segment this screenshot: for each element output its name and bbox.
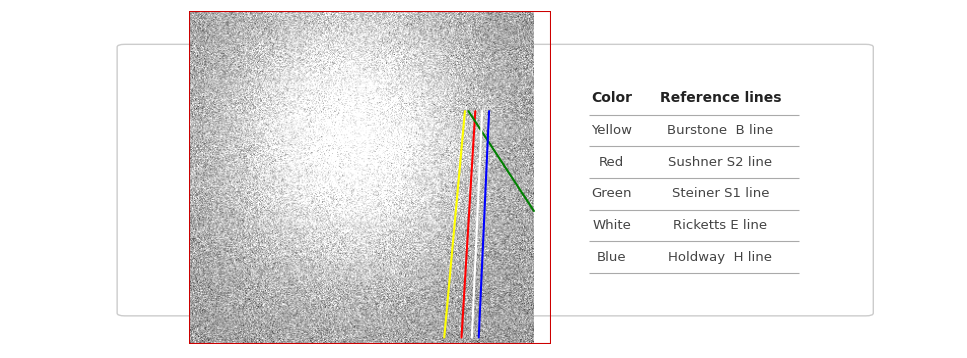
Text: White: White bbox=[593, 219, 631, 232]
Text: Green: Green bbox=[592, 187, 632, 200]
FancyBboxPatch shape bbox=[117, 44, 873, 316]
Text: Holdway  H line: Holdway H line bbox=[668, 251, 773, 264]
Text: Burstone  B line: Burstone B line bbox=[667, 124, 774, 137]
Text: Red: Red bbox=[600, 156, 625, 169]
Text: Sushner S2 line: Sushner S2 line bbox=[668, 156, 773, 169]
Text: Blue: Blue bbox=[597, 251, 627, 264]
Text: Steiner S1 line: Steiner S1 line bbox=[672, 187, 769, 200]
Text: Reference lines: Reference lines bbox=[659, 91, 781, 105]
Bar bbox=[189, 11, 551, 344]
Text: Color: Color bbox=[591, 91, 632, 105]
Text: Yellow: Yellow bbox=[591, 124, 632, 137]
Text: Ricketts E line: Ricketts E line bbox=[673, 219, 768, 232]
